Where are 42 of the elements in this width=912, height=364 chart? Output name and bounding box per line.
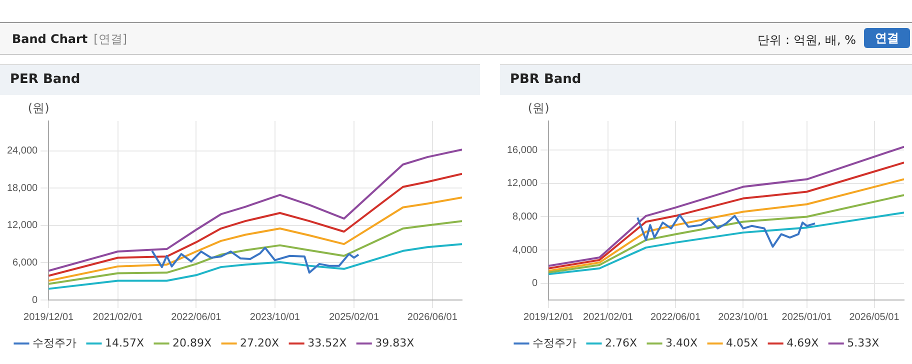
y-axis-title: (원)	[528, 101, 550, 116]
legend-label: 20.89X	[172, 336, 212, 350]
y-tick-label: 12,000	[6, 220, 38, 232]
y-tick-label: 8,000	[512, 211, 538, 222]
y-tick-label: 0	[532, 278, 538, 290]
text: 연결	[864, 28, 910, 48]
legend-label: 3.40X	[666, 336, 698, 350]
x-tick-label: 2021/02/01	[92, 312, 144, 323]
chart-title: PBR Band	[500, 64, 912, 95]
legend-label: 4.69X	[786, 336, 820, 350]
x-tick-label: 2021/02/01	[583, 312, 634, 323]
legend-label: 33.52X	[308, 336, 348, 350]
x-tick-label: 2026/06/01	[407, 312, 458, 323]
legend-label: 39.83X	[375, 336, 415, 350]
legend-label: 14.57X	[105, 336, 144, 350]
y-tick-label: 6,000	[12, 257, 38, 268]
x-tick-label: 2023/10/01	[250, 312, 300, 323]
text: 단위 : 억원, 배, %	[758, 32, 856, 49]
chart-title: PER Band	[0, 64, 480, 95]
y-tick-label: 24,000	[6, 146, 38, 157]
x-tick-label: 2022/06/01	[171, 312, 222, 323]
x-tick-label: 2022/06/01	[650, 312, 701, 323]
legend-label: 2.76X	[605, 336, 638, 350]
legend-label: 수정주가	[32, 336, 76, 350]
text: Band Chart	[12, 32, 88, 46]
legend-label: 4.05X	[726, 336, 759, 350]
y-tick-label: 16,000	[506, 144, 538, 156]
x-tick-label: 2026/05/01	[849, 312, 900, 323]
y-tick-label: 12,000	[506, 178, 538, 190]
x-tick-label: 2019/12/01	[24, 312, 74, 323]
y-axis-title: (원)	[28, 101, 50, 116]
x-tick-label: 2025/02/01	[328, 312, 380, 323]
x-tick-label: 2019/12/01	[524, 312, 574, 323]
y-tick-label: 18,000	[6, 182, 38, 194]
legend-label: 5.33X	[847, 336, 880, 350]
y-tick-label: 4,000	[512, 244, 538, 256]
legend-label: 수정주가	[532, 336, 576, 350]
y-tick-label: 0	[32, 294, 38, 306]
x-tick-label: 2025/01/01	[782, 312, 832, 323]
legend-label: 27.20X	[240, 336, 280, 350]
x-tick-label: 2023/10/01	[718, 312, 769, 323]
text: [연결]	[94, 32, 128, 46]
